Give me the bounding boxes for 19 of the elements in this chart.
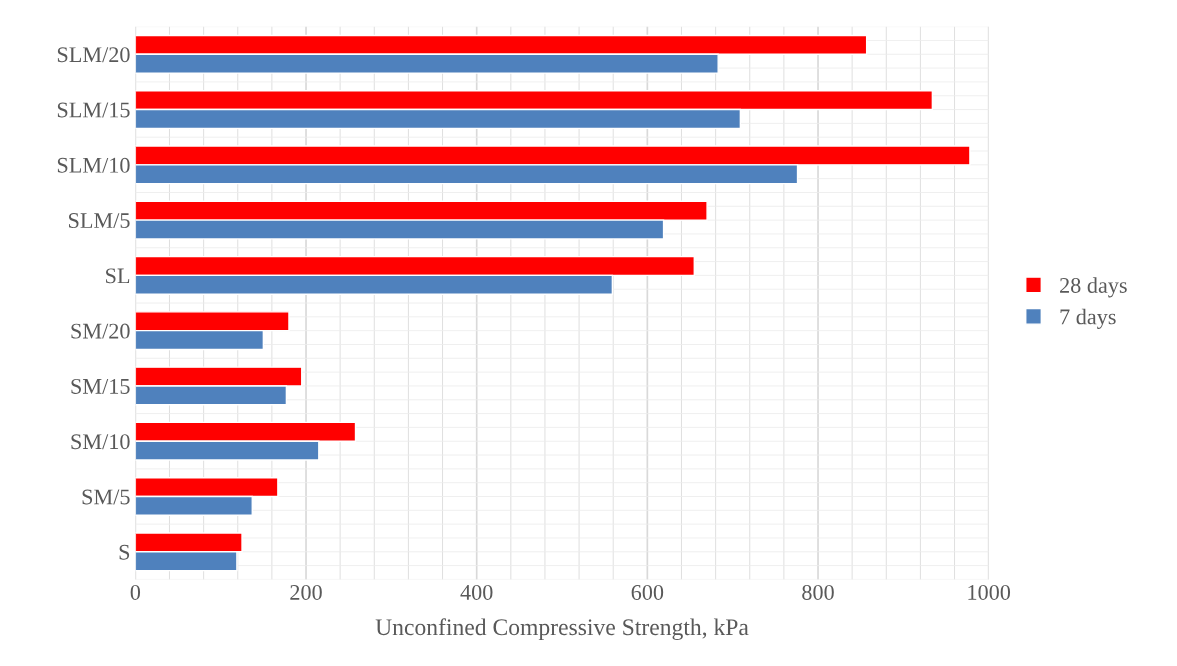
y-tick-label: SLM/15: [57, 102, 130, 118]
y-tick-label: SM/20: [71, 323, 130, 339]
y-tick-label: S: [119, 544, 130, 560]
x-tick-label: 400: [460, 584, 493, 600]
x-axis-title: Unconfined Compressive Strength, kPa: [375, 618, 749, 641]
x-tick-label: 600: [631, 584, 664, 600]
y-tick-label: SM/15: [71, 378, 130, 394]
y-tick-label: SLM/20: [57, 47, 130, 63]
y-tick-label: SM/10: [71, 434, 130, 450]
legend-label: 28 days: [1060, 277, 1127, 298]
x-tick-label: 1000: [968, 584, 1011, 600]
y-tick-label: SM/5: [82, 489, 130, 505]
legend-label: 7 days: [1060, 308, 1116, 329]
y-tick-label: SL: [106, 268, 130, 284]
y-tick-label: SLM/10: [57, 157, 130, 173]
x-tick-label: 800: [802, 584, 834, 600]
x-tick-label: 200: [290, 584, 322, 600]
x-tick-label: 0: [130, 584, 141, 600]
y-tick-label: SLM/5: [69, 213, 130, 229]
